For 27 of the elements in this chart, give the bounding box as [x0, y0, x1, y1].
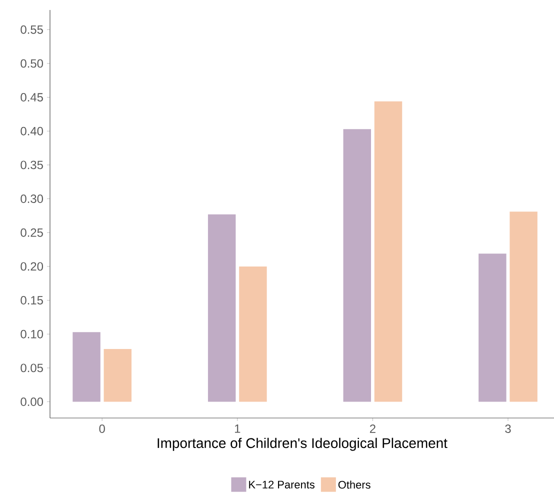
- y-tick-label: 0.10: [20, 330, 44, 338]
- y-tick-label: 0.05: [20, 364, 43, 372]
- legend-label: K−12 Parents: [249, 480, 315, 488]
- x-tick-label: 1: [234, 424, 240, 433]
- bar: [478, 254, 506, 402]
- bar: [510, 212, 538, 402]
- y-tick-label: 0.20: [20, 262, 44, 271]
- legend-label: Others: [338, 480, 370, 489]
- y-tick-label: 0.25: [20, 228, 43, 237]
- y-tick-label: 0.15: [20, 296, 43, 304]
- y-tick-label: 0.30: [20, 194, 44, 203]
- bar: [343, 129, 372, 402]
- x-tick-label: 3: [505, 424, 511, 433]
- bar: [72, 332, 100, 402]
- y-tick-label: 0.55: [20, 25, 43, 34]
- y-tick-label: 0.35: [20, 160, 43, 170]
- x-axis-title: Importance of Children's Ideological Placement: [158, 438, 448, 451]
- x-tick-label: 2: [370, 424, 376, 433]
- y-tick-label: 0.40: [20, 126, 44, 136]
- y-tick-label: 0.50: [20, 59, 44, 68]
- y-tick-label: 0.00: [20, 398, 44, 406]
- bar: [239, 266, 267, 402]
- y-tick-label: 0.45: [20, 93, 43, 102]
- bar: [104, 348, 132, 402]
- x-tick-label: 0: [99, 424, 105, 433]
- bar: [208, 214, 236, 402]
- bar: [374, 101, 402, 402]
